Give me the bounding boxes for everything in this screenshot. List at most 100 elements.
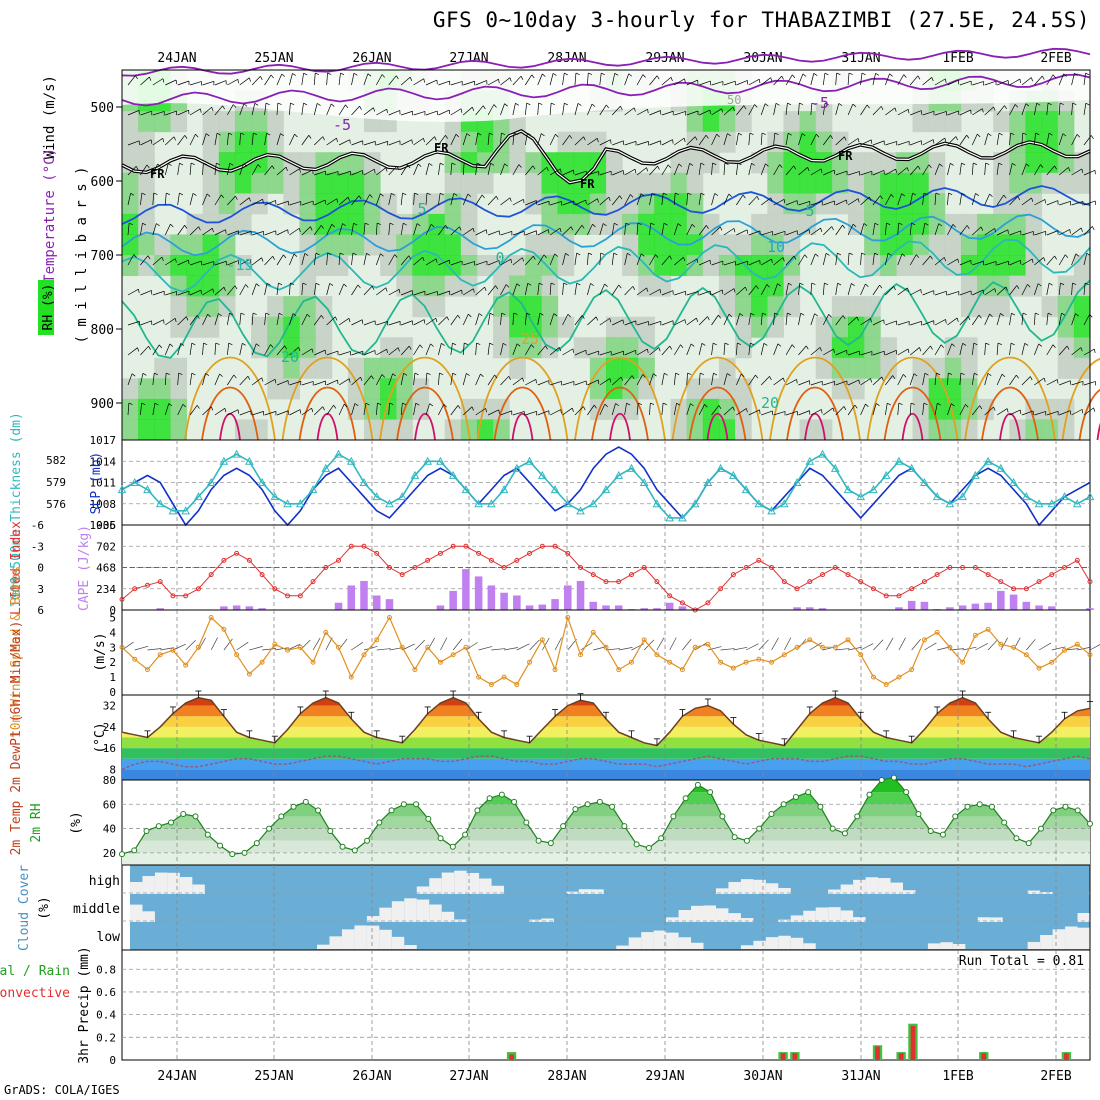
rh-cell [993,296,1010,318]
cloud-bar [790,915,804,922]
wind-barb [885,375,893,386]
wind-barb-flag [280,133,284,137]
rh-cell [170,316,188,338]
rh-cell [1009,275,1026,297]
cape-bar [1022,601,1031,610]
wind-barb [549,409,561,416]
wind-barb [847,283,852,296]
wind-barb [1021,376,1031,386]
wind-barb [885,403,888,416]
wind-barb [661,164,669,176]
cape-bar [895,607,903,610]
rh-cell [1057,111,1075,133]
wind-barb-flag [1090,135,1094,139]
wind-barb [388,165,398,176]
precip-convective-bar [875,1046,880,1060]
rh-cell [476,419,494,441]
wind-barb [127,223,130,236]
cloud-level-label: low [97,930,121,945]
wind-barb [760,343,765,356]
wind-barb-flag [595,316,599,321]
wind-barb [897,348,909,356]
wind-barb [1021,258,1033,266]
rh-cell [606,316,623,338]
rh2m-point [682,795,689,802]
wind-barb [177,109,189,116]
wind-barb-flag [1041,75,1045,80]
rh2m-point [756,825,763,832]
wind-barb-flag [1072,102,1077,105]
wind-barb [276,380,289,386]
wind-barb [227,104,234,116]
wind-barb-flag [961,192,966,196]
rh2m-point [498,791,505,798]
wind-barb-flag [541,133,545,137]
rh-cell [541,316,559,338]
wind-barb-flag [592,223,596,228]
rh-cell [283,296,300,318]
wind-barb [326,137,337,146]
cloud-bar [691,905,704,922]
wind-barb-flag [216,162,221,166]
wind-barb [823,407,834,416]
wind-barb-flag [446,316,449,321]
wind-barb-flag [737,162,742,166]
isotherm-dome [999,412,1021,441]
wind-barb [463,80,475,86]
isotherm-line [121,47,1091,77]
rh-cell [1025,213,1043,235]
rh-cell [751,234,768,256]
wind-barb [971,314,980,326]
wind-barb [810,168,822,176]
thickness-point [920,477,929,486]
wind-barb [1034,411,1046,416]
wind-barb-flag [732,106,735,111]
rh-cell [831,337,849,359]
thickness-point [461,485,471,494]
wind-barb-flag [973,162,978,165]
lifted-index-point [705,600,711,606]
wind-barb [996,105,1005,116]
rh-cell [864,152,881,174]
rh2m-point [413,801,420,808]
wind-barb [810,201,823,206]
rh-cell [718,234,736,256]
rh-cell [251,172,268,194]
wind-barb [487,163,491,176]
lifted-index-point [616,579,622,585]
wind-barb-flag [924,372,929,376]
wind-barb-flag [799,282,804,286]
wind-barb-flag [857,138,860,143]
rh-cell [444,172,462,194]
rh-cell [799,213,817,235]
wind-barb [847,379,860,386]
wind-barb [711,226,721,236]
rh-cell [815,316,833,338]
wind-barb [537,166,548,176]
rh2m-point [780,801,787,808]
rh-cell [331,172,349,194]
wind10m-point [934,629,940,635]
rh-cell [380,255,397,277]
wind-barb [313,315,322,326]
wind-barb [847,350,860,356]
wind-barb-flag [833,348,835,353]
cloud-background [130,865,1090,950]
rh-cell [622,337,639,359]
wind-barb [140,110,152,116]
wind-barb [711,289,723,296]
wind-barb [152,319,164,326]
wind-barb-flag [935,192,940,195]
rh-cell [557,213,575,235]
rh-cell [380,357,397,379]
cloud-bar [379,929,392,949]
rh2m-point [694,781,701,788]
wind-barb-flag [887,402,891,406]
wind-barb [599,104,607,116]
wind-barb-flag [1001,373,1006,378]
wind-barb-flag [756,196,760,201]
wind-barb-flag [804,254,808,259]
wind-barb-flag [1047,312,1052,316]
wind-barb [463,288,474,296]
lifted-index-point [603,579,609,585]
